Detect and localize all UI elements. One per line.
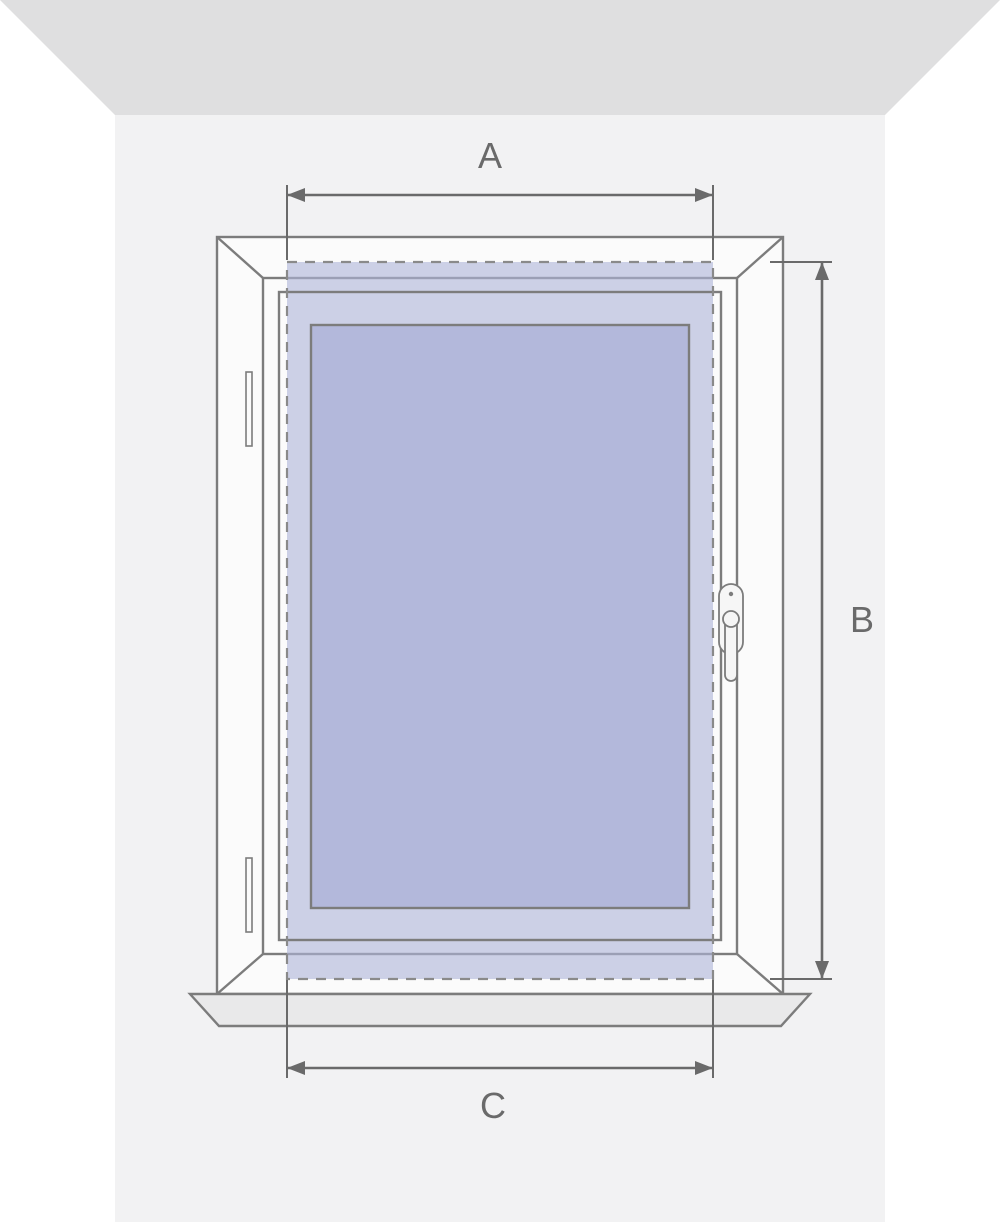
dimension-c-label: C [480,1085,506,1126]
window-glass [311,325,689,908]
window-hinge [246,858,252,932]
ceiling [0,0,1000,115]
window-measurement-diagram: A B C [0,0,1000,1222]
window-hinge [246,372,252,446]
dimension-a-label: A [478,135,502,176]
dimension-b-label: B [850,599,874,640]
window-sill [190,994,810,1026]
